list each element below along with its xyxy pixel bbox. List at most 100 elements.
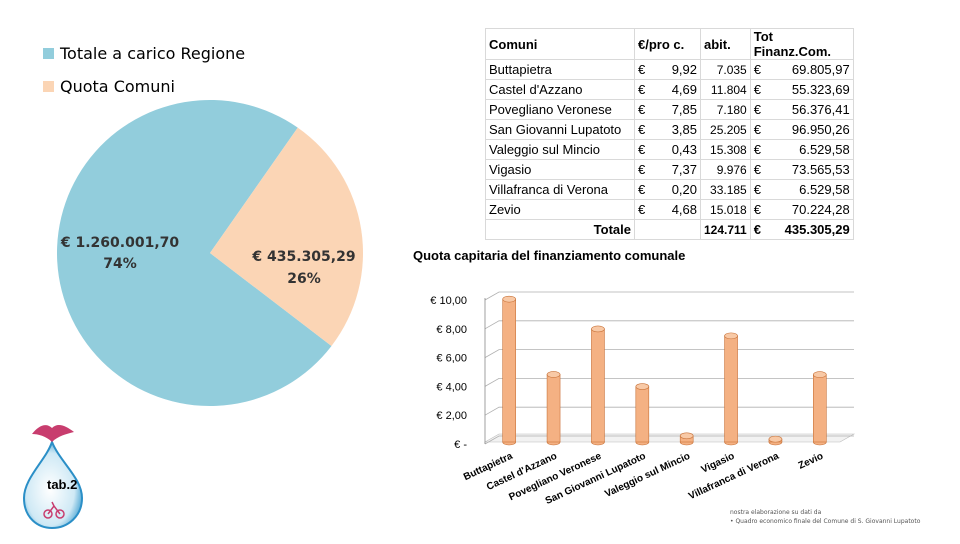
bar-cap — [724, 332, 738, 340]
cell-comune: Buttapietra — [485, 59, 635, 80]
table-row: Valeggio sul Mincio €0,43 15.308 €6.529,58 — [485, 139, 854, 160]
totale-value: 73.565,53 — [791, 162, 850, 177]
comuni-table: Comuni €/pro c. abit. Tot Finanz.Com. Bu… — [485, 28, 854, 240]
drop-logo — [22, 425, 84, 530]
currency-symbol: € — [638, 122, 646, 137]
bar-body — [724, 335, 738, 443]
pro-capite-value: 4,69 — [671, 82, 697, 97]
bar-chart-grid — [483, 291, 856, 445]
bar — [591, 325, 605, 446]
cell-abitanti: 11.804 — [700, 79, 751, 100]
y-tick-label: € - — [454, 439, 467, 451]
table-row: Villafranca di Verona €0,20 33.185 €6.529,5… — [485, 179, 854, 200]
pie-slice-regione — [57, 99, 332, 406]
bar-chart-title: Quota capitaria del finanziamento comuna… — [413, 248, 686, 263]
comuni-table-container: Comuni €/pro c. abit. Tot Finanz.Com. Bu… — [485, 28, 854, 240]
header-totale: Tot Finanz.Com. — [749, 28, 854, 60]
table-header-row: Comuni €/pro c. abit. Tot Finanz.Com. — [485, 28, 854, 60]
pie-label-comuni-value: € 435.305,29 — [251, 249, 355, 265]
cell-comune: Castel d'Azzano — [485, 79, 635, 100]
bar-gridline — [484, 320, 854, 330]
currency-symbol: € — [753, 182, 761, 197]
cell-abitanti: 7.180 — [700, 99, 751, 120]
bar-cap — [679, 432, 694, 440]
table-row: Zevio €4,68 15.018 €70.224,28 — [485, 199, 854, 220]
cell-totale: €6.529,58 — [749, 139, 854, 160]
legend-label-comuni: Quota Comuni — [60, 77, 175, 96]
y-tick-label: € 6,00 — [436, 353, 467, 365]
currency-symbol: € — [638, 202, 646, 217]
bar-chart-y-ticks: € - € 2,00 € 4,00 € 6,00 € 8,00 € 10,00 — [430, 295, 467, 451]
currency-symbol: € — [638, 142, 646, 157]
bar — [635, 383, 650, 446]
legend-label-regione: Totale a carico Regione — [60, 44, 246, 63]
bar — [813, 371, 827, 446]
pro-capite-value: 0,43 — [671, 142, 697, 157]
bar-body — [591, 328, 605, 443]
source-notes: nostra elaborazione su dati da • Quadro … — [730, 508, 920, 526]
table-row: Vigasio €7,37 9.976 €73.565,53 — [485, 159, 854, 180]
x-tick-label: Zevio — [797, 451, 825, 472]
table-row: Buttapietra €9,92 7.035 €69.805,97 — [485, 59, 854, 80]
total-value: 435.305,29 — [784, 222, 850, 237]
cell-totale: €6.529,58 — [749, 179, 854, 200]
header-comuni: Comuni — [485, 28, 635, 60]
currency-symbol: € — [753, 122, 761, 137]
cell-abitanti: 9.976 — [700, 159, 751, 180]
table-row: Castel d'Azzano €4,69 11.804 €55.323,69 — [485, 79, 854, 100]
table-total-row: Totale 124.711 €435.305,29 — [485, 219, 854, 240]
total-label: Totale — [485, 219, 635, 240]
pro-capite-value: 0,20 — [671, 182, 697, 197]
table-body: Buttapietra €9,92 7.035 €69.805,97 Castel d'… — [485, 59, 854, 240]
cell-abitanti: 15.018 — [700, 199, 751, 220]
bar — [546, 371, 561, 446]
bar-body — [813, 374, 827, 443]
y-tick-label: € 10,00 — [430, 295, 467, 307]
totale-value: 6.529,58 — [799, 142, 850, 157]
cell-total-value: €435.305,29 — [749, 219, 854, 240]
cell-pro-capite: €7,85 — [634, 99, 701, 120]
pro-capite-value: 3,85 — [671, 122, 697, 137]
bar-cap — [768, 435, 783, 443]
bar-body — [546, 374, 561, 443]
legend-item-regione: Totale a carico Regione — [43, 44, 245, 63]
currency-symbol: € — [753, 142, 761, 157]
cell-abitanti: 15.308 — [700, 139, 751, 160]
cell-totale: €55.323,69 — [749, 79, 854, 100]
bar-cap — [546, 371, 561, 378]
cell-abitanti: 7.035 — [700, 59, 751, 80]
cell-totale: €73.565,53 — [749, 159, 854, 180]
header-pro-capite: €/pro c. — [634, 28, 701, 60]
cell-pro-capite: €9,92 — [634, 59, 701, 80]
cell-totale: €70.224,28 — [749, 199, 854, 220]
bar-cap — [635, 383, 650, 390]
totale-value: 56.376,41 — [791, 102, 850, 117]
cell-comune: Villafranca di Verona — [485, 179, 635, 200]
pie-chart-area: Totale a carico Regione Quota Comuni € 1… — [0, 0, 400, 540]
source-note-line1: nostra elaborazione su dati da — [730, 509, 822, 516]
bar-gridline — [484, 349, 854, 358]
pie-slice-comuni — [210, 127, 363, 347]
currency-symbol: € — [638, 62, 646, 77]
cell-comune: Valeggio sul Mincio — [485, 139, 635, 160]
bar-chart-floor — [483, 433, 856, 443]
bar-gridline — [484, 406, 854, 416]
table-row: San Giovanni Lupatoto €3,85 25.205 €96.950,… — [485, 119, 854, 140]
bar-cap — [813, 371, 827, 378]
cell-pro-capite: €4,69 — [634, 79, 701, 100]
cell-comune: Vigasio — [485, 159, 635, 180]
header-abitanti: abit. — [700, 28, 751, 60]
cell-pro-capite: €7,37 — [634, 159, 701, 180]
pie-label-regione-value: € 1.260.001,70 — [60, 235, 180, 251]
bar-chart: € - € 2,00 € 4,00 € 6,00 € 8,00 € 10,00 Butta… — [430, 291, 856, 507]
cell-totale: €96.950,26 — [749, 119, 854, 140]
pie-label-regione-percent: 74% — [103, 256, 137, 272]
cell-comune: Zevio — [485, 199, 635, 220]
pro-capite-value: 9,92 — [671, 62, 697, 77]
y-tick-label: € 4,00 — [436, 381, 467, 393]
bar — [502, 295, 516, 446]
pro-capite-value: 7,37 — [671, 162, 697, 177]
y-tick-label: € 8,00 — [436, 324, 467, 336]
currency-symbol: € — [753, 82, 761, 97]
